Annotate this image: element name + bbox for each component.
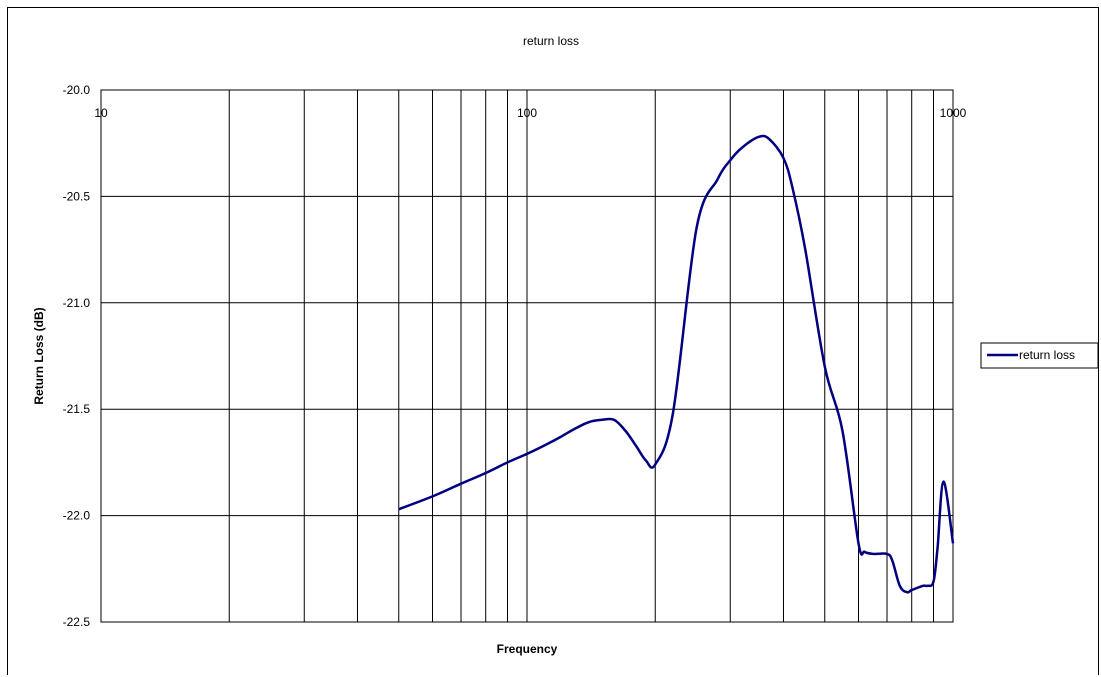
x-tick-label: 100 bbox=[517, 106, 537, 120]
grid bbox=[101, 89, 953, 623]
y-tick-label: -21.5 bbox=[63, 402, 91, 416]
y-tick-label: -21.0 bbox=[63, 296, 91, 310]
series-line-return-loss bbox=[398, 134, 955, 594]
chart-frame bbox=[7, 7, 1099, 675]
x-tick-labels: 10 100 1000 bbox=[94, 106, 966, 120]
x-tick-label: 10 bbox=[94, 106, 108, 120]
y-tick-label: -22.5 bbox=[63, 615, 91, 629]
y-tick-label: -20.0 bbox=[63, 83, 91, 97]
x-tick-label: 1000 bbox=[940, 106, 967, 120]
y-tick-labels: -20.0 -20.5 -21.0 -21.5 -22.0 -22.5 bbox=[63, 83, 91, 629]
legend: return loss bbox=[980, 342, 1099, 369]
y-axis-label: Return Loss (dB) bbox=[32, 307, 46, 404]
y-tick-label: -22.0 bbox=[63, 509, 91, 523]
x-axis-label: Frequency bbox=[497, 642, 558, 656]
legend-label-return-loss: return loss bbox=[1019, 348, 1075, 362]
plot-area bbox=[100, 89, 954, 623]
y-tick-label: -20.5 bbox=[63, 189, 91, 203]
chart-title: return loss bbox=[523, 34, 579, 48]
